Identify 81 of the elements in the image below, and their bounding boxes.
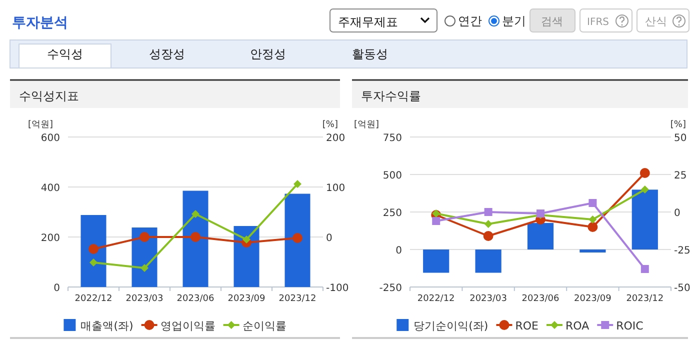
y-tick-label: 200 [40,233,60,244]
x-tick-label: 2023/09 [228,294,266,304]
y2-tick-label: 0 [674,208,680,219]
point [242,236,250,244]
x-tick-label: 2023/09 [574,294,612,304]
y2-tick-label: -100 [326,283,349,294]
y2-tick-label: 0 [326,233,332,244]
bar [182,190,208,287]
text: 성장성 [149,47,185,61]
point [432,217,440,225]
point [484,208,492,216]
y2-axis-title: [%] [670,120,686,130]
x-tick-label: 2022/12 [417,294,455,304]
legend-label: ROE [515,320,539,332]
point [483,231,494,241]
point [640,265,649,273]
text: 분기 [502,14,526,28]
y-tick-label: 0 [54,283,60,294]
x-tick-label: 2022/12 [74,294,112,304]
x-tick-label: 2023/06 [176,294,214,304]
text: 활동성 [352,47,388,61]
y-tick-label: 400 [40,183,60,194]
point [192,210,200,218]
y2-tick-label: -25 [674,246,690,256]
point [432,210,440,218]
legend-label: 당기순이익(좌) [414,320,488,332]
point [588,222,598,232]
point [90,258,98,266]
text: 연간 [458,14,482,28]
y2-axis-title: [%] [322,120,338,130]
legend-label: ROIC [616,320,644,332]
point [640,168,650,178]
y-axis-title: [억원] [354,120,380,130]
y2-tick-label: 200 [326,133,346,144]
point [140,264,148,272]
bar [475,250,502,273]
x-tick-label: 2023/03 [126,294,164,304]
bar [423,250,450,273]
point [294,180,302,188]
text: 산식 [645,15,667,28]
point [292,233,302,243]
bar [580,250,606,252]
bar [284,194,310,287]
point [588,216,597,224]
point [140,232,150,242]
y-tick-label: 0 [396,246,402,256]
text: 투자분석 [12,15,68,31]
bar [234,226,260,287]
legend-label: ROA [565,320,590,332]
chart-title: 투자수익률 [361,89,421,103]
y-axis-title: [억원] [28,120,54,130]
point [190,232,200,242]
text: IFRS [587,17,609,28]
point [640,186,649,194]
legend-label: 영업이익률 [160,320,216,332]
bar [632,190,658,250]
y2-tick-label: 25 [674,170,687,182]
point [588,199,597,207]
legend-label: 매출액(좌) [80,320,134,332]
point [88,244,98,254]
bar [527,222,554,250]
y2-tick-label: 50 [674,133,687,144]
x-tick-label: 2023/12 [626,294,664,304]
text: 수익성 [47,47,83,61]
x-tick-label: 2023/06 [522,294,560,304]
y-tick-label: 600 [40,133,60,144]
chart-title: 수익성지표 [19,89,79,103]
point [484,220,492,228]
y-tick-label: -250 [379,283,402,294]
text: 안정성 [250,47,286,61]
y-tick-label: 250 [382,208,402,219]
bar [80,215,106,287]
y2-tick-label: 100 [326,183,346,194]
x-tick-label: 2023/12 [278,294,316,304]
legend-label: 순이익률 [242,320,286,332]
x-tick-label: 2023/03 [470,294,507,304]
y-tick-label: 500 [382,170,402,182]
text: 검색 [541,15,563,28]
y2-tick-label: -50 [674,283,690,294]
text: 주재무제표 [338,15,398,29]
y-tick-label: 750 [382,133,402,144]
